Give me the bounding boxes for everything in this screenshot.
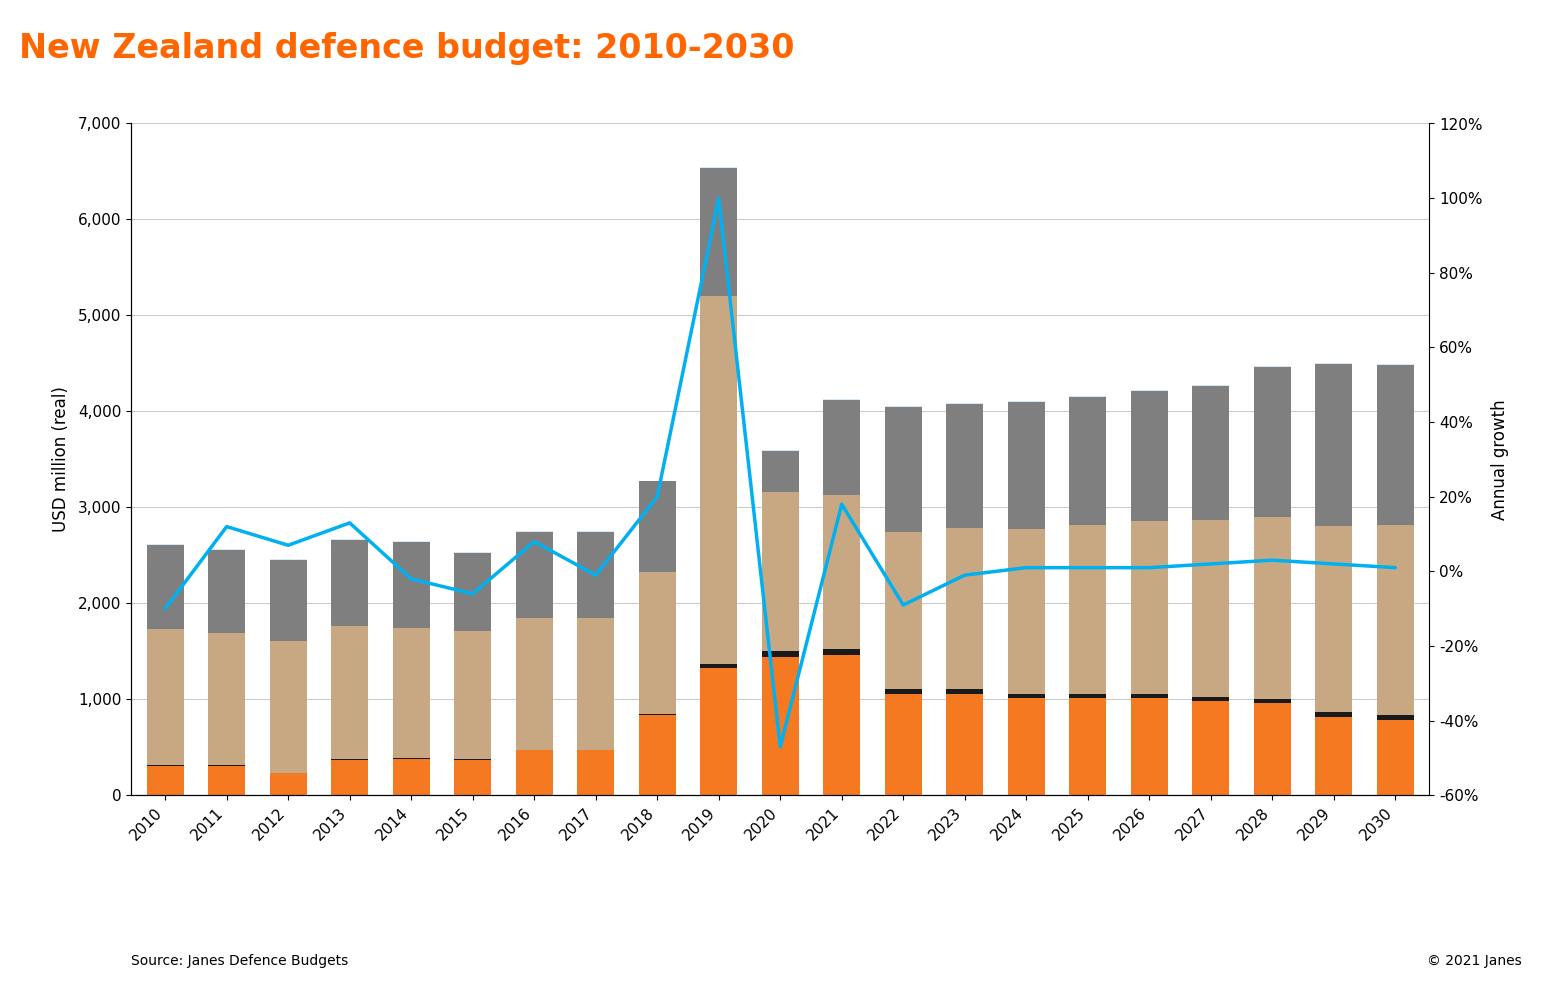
Bar: [1069, 396, 1106, 526]
Bar: [700, 664, 737, 668]
Bar: [331, 539, 368, 626]
Bar: [209, 766, 246, 795]
Y-axis label: USD million (real): USD million (real): [53, 386, 70, 533]
Bar: [454, 760, 491, 795]
Bar: [1069, 699, 1106, 795]
Bar: [1255, 703, 1290, 795]
Bar: [147, 628, 184, 765]
Bar: [1193, 697, 1230, 701]
Bar: [578, 618, 615, 750]
Bar: [638, 714, 675, 795]
Bar: [270, 560, 306, 641]
Bar: [946, 694, 983, 795]
Bar: [1007, 699, 1044, 795]
Bar: [823, 495, 861, 649]
Text: New Zealand defence budget: 2010-2030: New Zealand defence budget: 2010-2030: [19, 32, 794, 64]
Bar: [516, 750, 553, 795]
Text: © 2021 Janes: © 2021 Janes: [1428, 954, 1522, 968]
Bar: [1315, 364, 1352, 527]
Bar: [578, 750, 615, 795]
Bar: [270, 774, 306, 795]
Bar: [762, 657, 799, 795]
Bar: [1007, 695, 1044, 699]
Bar: [1315, 712, 1352, 716]
Bar: [1069, 695, 1106, 699]
Bar: [392, 542, 430, 627]
Bar: [1193, 386, 1230, 521]
Bar: [1007, 529, 1044, 695]
Bar: [1131, 699, 1168, 795]
Bar: [1255, 699, 1290, 703]
Bar: [946, 528, 983, 690]
Bar: [762, 451, 799, 492]
Bar: [885, 694, 922, 795]
Bar: [331, 626, 368, 760]
Bar: [270, 641, 306, 773]
Bar: [1131, 391, 1168, 522]
Bar: [1377, 365, 1414, 526]
Bar: [1255, 367, 1290, 517]
Bar: [1315, 716, 1352, 795]
Bar: [454, 553, 491, 630]
Bar: [823, 649, 861, 655]
Bar: [392, 759, 430, 795]
Bar: [1193, 701, 1230, 795]
Bar: [454, 630, 491, 760]
Bar: [762, 492, 799, 651]
Bar: [1377, 526, 1414, 715]
Bar: [885, 532, 922, 690]
Bar: [1131, 522, 1168, 695]
Y-axis label: Annual growth: Annual growth: [1491, 399, 1508, 520]
Bar: [823, 655, 861, 795]
Bar: [516, 618, 553, 750]
Bar: [1315, 527, 1352, 712]
Bar: [209, 632, 246, 765]
Bar: [147, 766, 184, 795]
Bar: [700, 668, 737, 795]
Bar: [946, 690, 983, 694]
Bar: [885, 690, 922, 694]
Bar: [331, 760, 368, 795]
Bar: [1377, 719, 1414, 795]
Bar: [638, 481, 675, 572]
Text: Source: Janes Defence Budgets: Source: Janes Defence Budgets: [131, 954, 349, 968]
Bar: [885, 407, 922, 532]
Bar: [1255, 517, 1290, 699]
Bar: [209, 550, 246, 632]
Bar: [147, 545, 184, 628]
Bar: [1377, 715, 1414, 719]
Bar: [638, 572, 675, 713]
Bar: [762, 651, 799, 657]
Bar: [1069, 526, 1106, 695]
Bar: [516, 532, 553, 618]
Bar: [578, 532, 615, 618]
Bar: [700, 296, 737, 664]
Bar: [1131, 695, 1168, 699]
Bar: [823, 400, 861, 495]
Bar: [392, 627, 430, 759]
Bar: [1193, 521, 1230, 697]
Bar: [1007, 402, 1044, 529]
Bar: [700, 168, 737, 296]
Bar: [946, 404, 983, 528]
